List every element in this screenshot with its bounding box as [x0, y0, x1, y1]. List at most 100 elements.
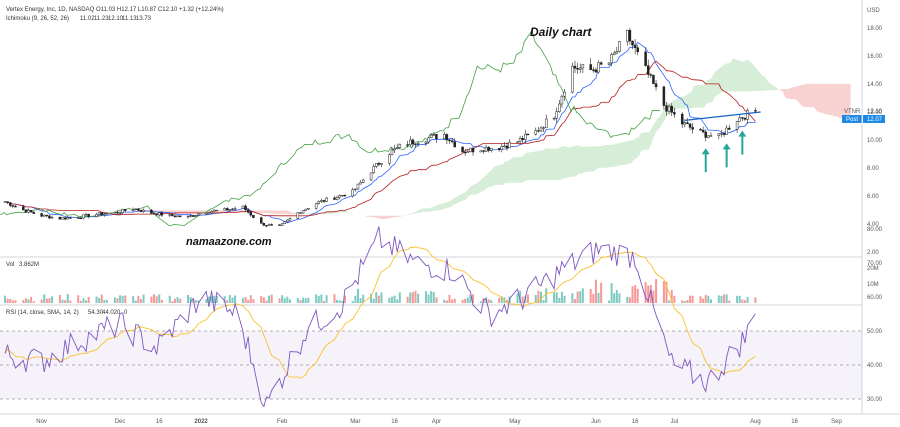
candle-body [176, 215, 179, 218]
candle-body [445, 134, 449, 141]
candle-body [665, 105, 668, 112]
cloud-segment [727, 62, 731, 92]
candle-body [335, 196, 339, 200]
volume-bar [362, 294, 365, 303]
volume-bar [576, 291, 579, 303]
candle-body [686, 122, 689, 125]
volume-bar [636, 288, 639, 303]
volume-bar [560, 291, 563, 303]
volume-bar [228, 295, 231, 303]
currency-label: USD [867, 8, 880, 14]
support-arrow-head [722, 143, 731, 150]
price-tick: 6.00 [867, 194, 879, 200]
volume-bar [445, 300, 448, 303]
cloud-segment [494, 164, 503, 186]
cloud-segment [748, 60, 752, 92]
volume-bar [613, 293, 616, 303]
volume-bar [430, 291, 433, 303]
candle-body [207, 212, 211, 214]
cloud-segment [528, 152, 532, 180]
volume-bars [4, 279, 757, 303]
cloud-segment [453, 197, 456, 205]
candle-body [707, 135, 710, 138]
candle-body [233, 208, 237, 210]
cloud-segment [636, 137, 639, 159]
candle-body [670, 105, 673, 113]
candle-body [628, 30, 632, 42]
cloud-segment [275, 210, 284, 214]
candle-body [683, 122, 687, 125]
candle-body [463, 151, 467, 154]
cloud-segment [766, 80, 770, 91]
candle-body [121, 209, 124, 213]
cloud-segment [257, 210, 265, 214]
volume-bar [45, 298, 48, 303]
candle-body [503, 145, 506, 148]
volume-bar [411, 292, 414, 303]
candle-body [521, 138, 524, 140]
candle-body [735, 121, 739, 130]
cloud-segment [675, 97, 679, 110]
candle-body [573, 65, 577, 69]
cloud-segment [837, 83, 841, 119]
candle-body [466, 151, 470, 153]
volume-bar [119, 295, 122, 303]
candle-body [563, 91, 566, 97]
candle-body [741, 117, 744, 119]
candle-body [599, 62, 603, 65]
volume-bar [409, 292, 412, 303]
volume-bar [77, 295, 80, 303]
candle-body [197, 213, 200, 216]
volume-bar [707, 295, 710, 303]
candle-body [534, 130, 538, 135]
candle-body [654, 83, 658, 88]
rsi-tick: 80.00 [867, 227, 883, 233]
candle-body [105, 212, 109, 215]
volume-bar [296, 297, 299, 303]
time-tick: May [509, 419, 520, 425]
volume-bar [448, 294, 451, 303]
volume-bar [205, 299, 208, 303]
cloud-segment [824, 83, 833, 116]
ohlc-values: O11.03 H12.17 L10.87 C12.10 +1.32 (+12.2… [96, 7, 224, 13]
cloud-segment [654, 118, 658, 136]
volume-bar [526, 294, 529, 303]
volume-bar [40, 299, 43, 303]
cloud-segment [429, 207, 433, 212]
candle-body [338, 195, 341, 198]
cloud-segment [139, 208, 143, 211]
cloud-segment [379, 215, 383, 220]
time-axis-ticks: Nov Dec 16 2022 Feb Mar 16 Apr May Jun 16 Jul Aug 16 S… [36, 419, 842, 425]
volume-tick: 20M [867, 266, 879, 272]
cloud-segment [364, 215, 367, 217]
rsi-line [4, 226, 756, 408]
volume-bar [553, 292, 556, 303]
cloud-segment [761, 75, 765, 91]
candle-body [333, 197, 336, 200]
candle-body [265, 225, 268, 227]
time-tick: Sep [831, 419, 842, 425]
price-tick: 14.00 [867, 82, 883, 88]
candle-body [487, 146, 490, 151]
price-tick: 8.00 [867, 166, 879, 172]
candle-body [131, 209, 135, 211]
volume-bar [610, 283, 613, 303]
cloud-segment [834, 83, 838, 117]
volume-bar [545, 288, 548, 303]
cloud-segment [291, 212, 294, 215]
cloud-segment [633, 137, 637, 161]
cloud-segment [398, 215, 401, 217]
rsi-label: RSI (14, close, SMA, 14, 2) [6, 310, 79, 316]
cloud-segment [345, 210, 349, 213]
cloud-segment [832, 83, 835, 117]
candle-body [738, 117, 741, 122]
ichimoku-value: 13.73 [136, 16, 152, 22]
candle-body [618, 41, 621, 52]
candle-body [571, 65, 574, 93]
candle-body [508, 141, 511, 149]
volume-bar [11, 300, 14, 303]
candle-body [142, 209, 145, 212]
volume-bar [234, 295, 237, 303]
candle-body [325, 197, 328, 202]
